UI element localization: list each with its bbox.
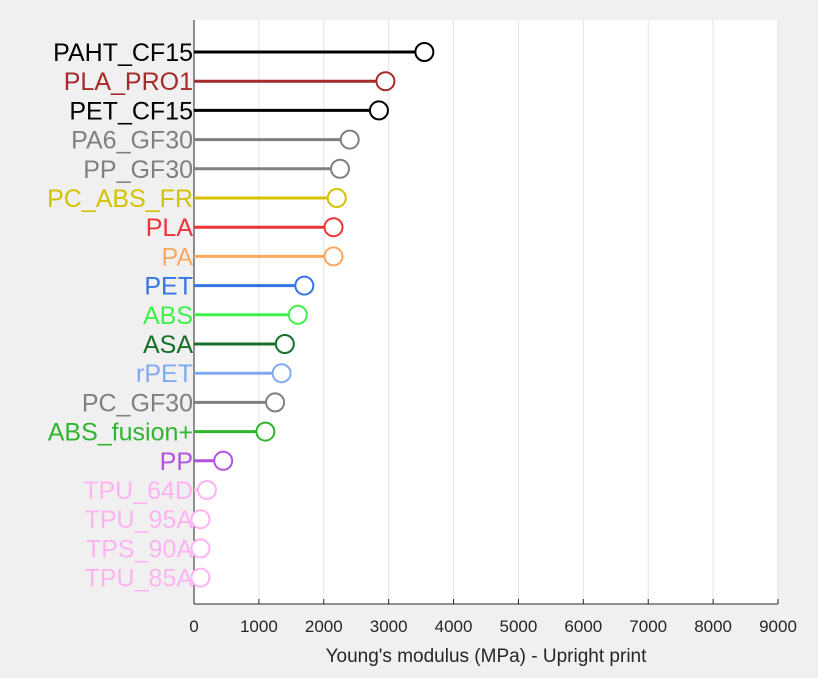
marker: [196, 480, 217, 500]
category-label: ABS: [143, 302, 193, 330]
grid: [258, 20, 779, 604]
category-label: TPU_95A: [85, 506, 194, 534]
marker: [265, 392, 286, 413]
category-label: ASA: [143, 331, 193, 359]
marker: [190, 538, 211, 559]
category-label: PET_CF15: [69, 97, 193, 125]
category-label: TPU_85A: [85, 565, 194, 593]
x-tick-label: 5000: [500, 617, 538, 636]
marker: [190, 509, 211, 530]
x-axis-title: Young's modulus (MPa) - Upright print: [326, 646, 648, 667]
x-tick-label: 8000: [694, 617, 732, 636]
marker: [274, 334, 295, 354]
x-tick-label: 0: [189, 617, 198, 636]
category-label: PLA: [146, 214, 194, 242]
marker: [326, 188, 347, 208]
category-label: TPS_90A: [86, 535, 193, 563]
plot-area: [194, 20, 778, 604]
marker: [213, 450, 234, 471]
x-tick-label: 3000: [370, 617, 408, 636]
category-label: PP: [160, 448, 193, 476]
x-tick-label: 2000: [305, 617, 343, 636]
x-tick-label: 1000: [240, 617, 278, 636]
marker: [414, 42, 435, 62]
marker: [323, 217, 344, 238]
marker: [255, 421, 276, 442]
category-label: rPET: [136, 360, 193, 388]
marker: [339, 129, 360, 150]
category-label: PA6_GF30: [71, 127, 193, 155]
x-tick-label: 4000: [435, 617, 473, 636]
marker: [271, 363, 292, 384]
category-label: PA: [162, 243, 194, 271]
marker: [323, 246, 344, 267]
category-label: PC_GF30: [82, 389, 193, 417]
category-label: PLA_PRO1: [64, 68, 193, 96]
x-tick-label: 6000: [564, 617, 602, 636]
category-label: PC_ABS_FR: [47, 185, 193, 213]
category-label: TPU_64D: [83, 477, 193, 505]
marker: [190, 567, 211, 588]
category-label: PET: [144, 273, 193, 301]
x-tick-label: 7000: [629, 617, 667, 636]
marker: [294, 275, 315, 296]
x-tick-label: 9000: [759, 617, 797, 636]
category-label: ABS_fusion+: [48, 419, 193, 447]
marker: [375, 71, 396, 92]
category-label: PP_GF30: [83, 156, 193, 184]
marker: [368, 100, 389, 121]
marker: [287, 304, 308, 325]
marker: [330, 158, 350, 179]
category-label: PAHT_CF15: [53, 39, 193, 67]
category-labels: PAHT_CF15PLA_PRO1PET_CF15PA6_GF30PP_GF30…: [47, 39, 193, 593]
lollipop-marks: [190, 42, 435, 588]
x-ticks: 0 1000 2000 3000 4000 5000 6000 7000 8000 9000: [189, 599, 797, 636]
